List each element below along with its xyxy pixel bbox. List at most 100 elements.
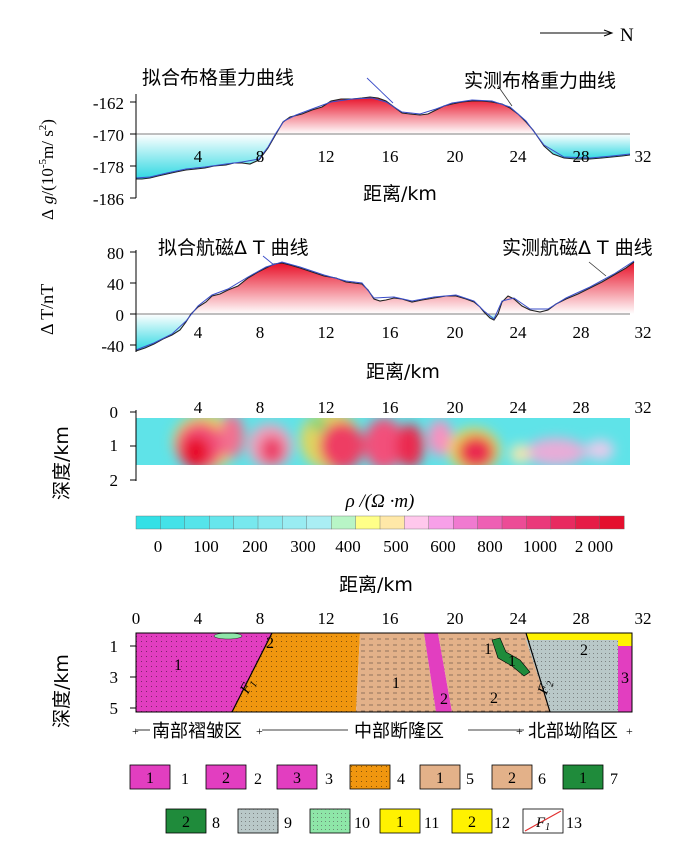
geology-ytick-label: 3 xyxy=(110,668,119,687)
zone-label-north: 北部坳陷区 xyxy=(528,721,618,742)
magnetic-fit-label: 拟合航磁Δ T 曲线 xyxy=(158,237,309,259)
colorbar-tick-label: 400 xyxy=(335,537,361,556)
legend-number: 13 xyxy=(566,815,582,832)
legend-number: 7 xyxy=(610,771,618,788)
geology-dot-pattern xyxy=(232,633,360,712)
resistivity-panel: 0 1 2 4 8 12 16 20 24 28 32 深度/km ρ /(Ω … xyxy=(51,398,652,596)
colorbar-tick-label: 0 xyxy=(154,537,163,556)
gravity-xtick-label: 24 xyxy=(510,147,528,166)
zone-tick-icon: + xyxy=(256,724,263,738)
gravity-xlabel: 距离/km xyxy=(363,183,437,205)
legend-swatch-label: 1 xyxy=(579,770,587,787)
legend-swatch-label: 2 xyxy=(508,770,516,787)
gravity-ytick-label: -162 xyxy=(93,94,124,113)
geology-xtick-label: 24 xyxy=(510,609,528,628)
magnetic-panel: 80 40 0 -40 4 8 12 16 20 24 28 32 拟合航磁Δ … xyxy=(37,237,653,383)
geology-xtick-label: 0 xyxy=(132,609,141,628)
colorbar-tick-label: 800 xyxy=(477,537,503,556)
resistivity-xlabel: 距离/km xyxy=(339,574,413,596)
magnetic-fit-leader xyxy=(262,255,275,266)
colorbar-tick-labels: 0 100 200 300 400 500 600 800 1000 2 000 xyxy=(154,537,613,556)
legend-number: 9 xyxy=(284,815,292,832)
legend-number: 4 xyxy=(397,771,405,788)
magnetic-observed-curve xyxy=(135,261,635,352)
gravity-negative-fill-right xyxy=(536,134,630,159)
legend-swatch-pattern xyxy=(238,809,278,833)
colorbar-swatch xyxy=(501,515,527,530)
legend-swatch-label: 2 xyxy=(222,770,230,787)
gravity-xtick-label: 12 xyxy=(318,147,335,166)
magnetic-xtick-label: 24 xyxy=(510,323,528,342)
colorbar-tick-label: 1000 xyxy=(523,537,557,556)
legend-swatch-pattern xyxy=(310,809,350,833)
unit-label: 3 xyxy=(621,670,629,687)
legend: 1 1 2 2 3 3 4 1 5 2 6 1 xyxy=(129,764,618,834)
gravity-ytick-label: -178 xyxy=(93,158,124,177)
gravity-obs-leader xyxy=(497,85,513,107)
arrow-head-icon xyxy=(603,29,614,37)
legend-number: 3 xyxy=(325,771,333,788)
colorbar-swatch xyxy=(184,515,210,530)
legend-item: F1 13 xyxy=(522,808,582,834)
legend-swatch xyxy=(165,808,207,834)
legend-number: 5 xyxy=(466,771,474,788)
colorbar-swatch xyxy=(233,515,259,530)
fault-line-f1 xyxy=(231,632,273,713)
geology-ylabel: 深度/km xyxy=(51,654,73,728)
colorbar-swatch xyxy=(257,515,283,530)
colorbar-tick-label: 300 xyxy=(290,537,316,556)
gravity-xtick-label: 16 xyxy=(382,147,399,166)
colorbar-tick-label: 200 xyxy=(242,537,268,556)
colorbar xyxy=(135,515,625,530)
magnetic-xtick-label: 32 xyxy=(635,323,652,342)
colorbar-title: ρ /(Ω ·m) xyxy=(345,491,415,512)
geology-unit-magenta-north xyxy=(618,646,632,712)
geology-xtick-label: 8 xyxy=(256,609,265,628)
legend-item: 1 11 xyxy=(379,808,439,834)
geology-ytick-label: 1 xyxy=(110,637,119,656)
legend-swatch-label: 1 xyxy=(436,770,444,787)
colorbar-tick-label: 2 000 xyxy=(575,537,613,556)
legend-swatch xyxy=(205,764,247,790)
legend-swatch xyxy=(451,808,493,834)
magnetic-ylabel: Δ T/nT xyxy=(37,284,57,335)
resistivity-ytick-label: 0 xyxy=(110,403,119,422)
unit-label: 1 xyxy=(484,641,492,658)
resistivity-xtick-label: 20 xyxy=(447,398,464,417)
resistivity-ytick-label: 2 xyxy=(110,471,119,490)
colorbar-swatch xyxy=(477,515,503,530)
unit-label: 1 xyxy=(508,653,516,670)
legend-swatch xyxy=(562,764,604,790)
colorbar-swatch xyxy=(428,515,454,530)
colorbar-swatch xyxy=(404,515,430,530)
colorbar-swatch xyxy=(208,515,235,530)
legend-item: 2 2 xyxy=(205,764,262,790)
gravity-panel: -162 -170 -178 -186 4 8 12 16 20 24 28 3… xyxy=(37,67,652,220)
resistivity-xtick-label: 12 xyxy=(318,398,335,417)
geology-unit-lightgreen xyxy=(213,632,243,640)
legend-item: 2 12 xyxy=(451,808,510,834)
colorbar-swatch xyxy=(379,515,405,530)
geology-unit-green xyxy=(491,637,531,677)
magnetic-xtick-label: 8 xyxy=(256,323,265,342)
gravity-fit-leader xyxy=(366,77,394,104)
gravity-ylabel: Δg/(10-5m/ s2) xyxy=(37,119,57,220)
zone-bar: + + + + 南部褶皱区 中部断隆区 北部坳陷区 xyxy=(132,721,633,742)
gravity-fit-label: 拟合布格重力曲线 xyxy=(142,67,294,89)
legend-number: 10 xyxy=(354,815,370,832)
geology-xtick-label: 4 xyxy=(194,609,203,628)
legend-number: 11 xyxy=(424,815,439,832)
colorbar-swatch xyxy=(160,515,186,530)
colorbar-swatch xyxy=(550,515,576,530)
gravity-ytick-label: -186 xyxy=(93,190,124,209)
zone-tick-icon: + xyxy=(626,724,633,738)
magnetic-xtick-label: 16 xyxy=(382,323,399,342)
legend-swatch xyxy=(129,764,171,790)
legend-item: 9 xyxy=(237,808,292,834)
legend-swatch-label: 2 xyxy=(182,814,190,831)
colorbar-swatch xyxy=(575,515,601,530)
gravity-obs-label: 实测布格重力曲线 xyxy=(464,70,616,92)
geology-dash-pattern xyxy=(356,633,436,712)
resistivity-xtick-label: 32 xyxy=(635,398,652,417)
legend-swatch-label: 3 xyxy=(293,770,301,787)
